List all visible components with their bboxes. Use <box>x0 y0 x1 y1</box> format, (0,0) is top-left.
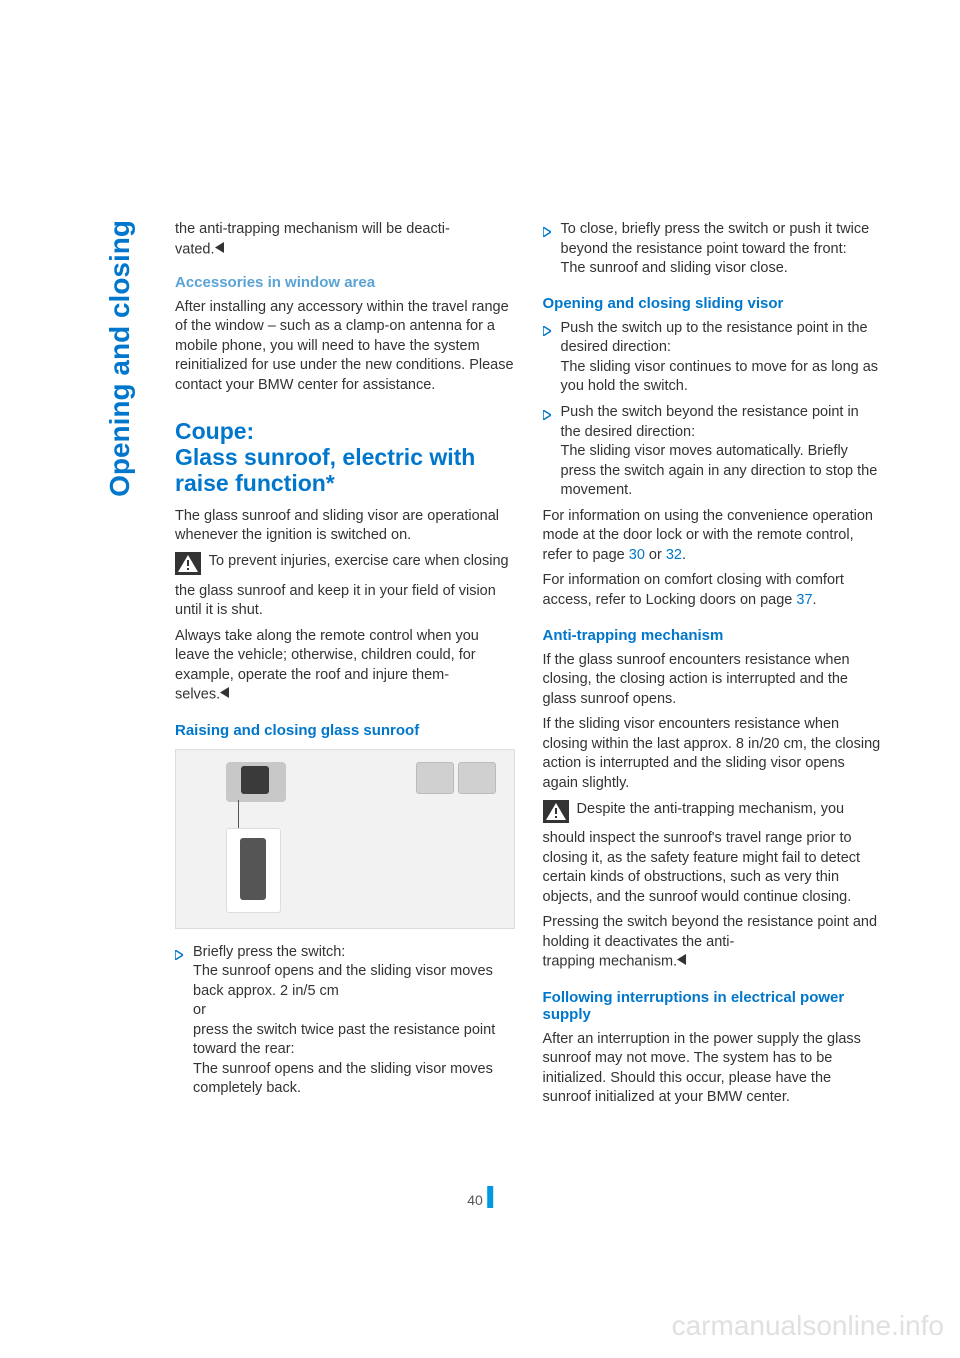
text: The sunroof opens and the sliding visor … <box>193 963 493 999</box>
text: vated. <box>175 241 215 257</box>
body-text: After an interruption in the power suppl… <box>543 1030 883 1108</box>
text: For information on using the convenience… <box>543 508 873 563</box>
body-text: The glass sunroof and sliding visor are … <box>175 507 515 546</box>
caution-paragraph: To prevent injuries, exercise care when … <box>175 552 515 621</box>
bullet-icon <box>175 943 183 1100</box>
text: trapping mechanism. <box>543 954 678 970</box>
page-link[interactable]: 30 <box>629 547 645 563</box>
page-number-text: 40 <box>467 1192 483 1208</box>
heading-power-interrupt: Following interruptions in electrical po… <box>543 989 883 1023</box>
bullet-icon <box>543 403 551 501</box>
body-text: For information on using the convenience… <box>543 507 883 566</box>
list-item-content: Briefly press the switch: The sunroof op… <box>193 943 515 1100</box>
body-text: the anti-trapping mechanism will be deac… <box>175 220 515 260</box>
heading-line: Coupe: <box>175 418 254 444</box>
heading-raising: Raising and closing glass sunroof <box>175 722 515 739</box>
page-number-bar <box>487 1186 493 1208</box>
text: The sunroof opens and the sliding visor … <box>193 1061 493 1097</box>
list-item-content: Push the switch up to the resistance poi… <box>561 319 883 397</box>
page-number: 40 <box>467 1186 493 1208</box>
page-content: the anti-trapping mechanism will be deac… <box>0 0 960 1174</box>
end-arrow-icon <box>215 240 224 260</box>
page-link[interactable]: 32 <box>666 547 682 563</box>
text: or <box>193 1002 206 1018</box>
caution-text: Despite the anti-trapping mechanism, you… <box>543 801 861 905</box>
bullet-icon <box>543 220 551 279</box>
figure-switch <box>241 766 269 794</box>
list-item: Push the switch beyond the resistance po… <box>543 403 883 501</box>
list-item-content: To close, briefly press the switch or pu… <box>561 220 883 279</box>
list-item: Briefly press the switch: The sunroof op… <box>175 943 515 1100</box>
list-item: Push the switch up to the resistance poi… <box>543 319 883 397</box>
figure-buttons <box>416 762 496 794</box>
sunroof-figure <box>175 749 515 929</box>
text: The sliding visor moves automatically. B… <box>561 443 878 498</box>
heading-coupe-sunroof: Coupe: Glass sunroof, electric with rais… <box>175 418 515 497</box>
caution-icon <box>543 800 569 830</box>
section-tab: Opening and closing <box>104 220 136 497</box>
figure-detail-switch <box>240 838 266 900</box>
text: press the switch twice past the resistan… <box>193 1022 495 1058</box>
body-text: Always take along the remote control whe… <box>175 627 515 706</box>
body-text: Pressing the switch beyond the resistanc… <box>543 913 883 972</box>
text: Push the switch up to the resistance poi… <box>561 320 868 356</box>
end-arrow-icon <box>677 952 686 972</box>
caution-text: To prevent injuries, exercise care when … <box>175 553 509 618</box>
text: The sliding visor continues to move for … <box>561 359 879 395</box>
text: To close, briefly press the switch or pu… <box>561 221 870 257</box>
body-text: If the glass sunroof encounters resistan… <box>543 651 883 710</box>
figure-btn <box>416 762 454 794</box>
text: selves. <box>175 687 220 703</box>
heading-line: Glass sunroof, electric with raise funct… <box>175 444 475 496</box>
page-link[interactable]: 37 <box>796 592 812 608</box>
body-text: For information on comfort closing with … <box>543 571 883 610</box>
caution-paragraph: Despite the anti-trapping mechanism, you… <box>543 800 883 908</box>
text: Push the switch beyond the resistance po… <box>561 404 859 440</box>
text: Briefly press the switch: <box>193 944 345 960</box>
text: Always take along the remote control whe… <box>175 628 479 683</box>
end-arrow-icon <box>220 685 229 705</box>
body-text: After installing any accessory within th… <box>175 298 515 396</box>
figure-btn <box>458 762 496 794</box>
text: Pressing the switch beyond the resistanc… <box>543 914 878 950</box>
text: . <box>682 547 686 563</box>
bullet-icon <box>543 319 551 397</box>
caution-icon <box>175 552 201 582</box>
text: the anti-trapping mechanism will be deac… <box>175 221 450 237</box>
heading-anti-trap: Anti-trapping mechanism <box>543 627 883 644</box>
left-column: the anti-trapping mechanism will be deac… <box>175 220 515 1114</box>
text: or <box>645 547 666 563</box>
list-item: To close, briefly press the switch or pu… <box>543 220 883 279</box>
text: The sunroof and sliding visor close. <box>561 260 788 276</box>
heading-accessories: Accessories in window area <box>175 274 515 291</box>
text: . <box>813 592 817 608</box>
right-column: To close, briefly press the switch or pu… <box>543 220 883 1114</box>
heading-sliding-visor: Opening and closing sliding visor <box>543 295 883 312</box>
watermark: carmanualsonline.info <box>672 1310 944 1342</box>
body-text: If the sliding visor encounters resistan… <box>543 715 883 793</box>
list-item-content: Push the switch beyond the resistance po… <box>561 403 883 501</box>
